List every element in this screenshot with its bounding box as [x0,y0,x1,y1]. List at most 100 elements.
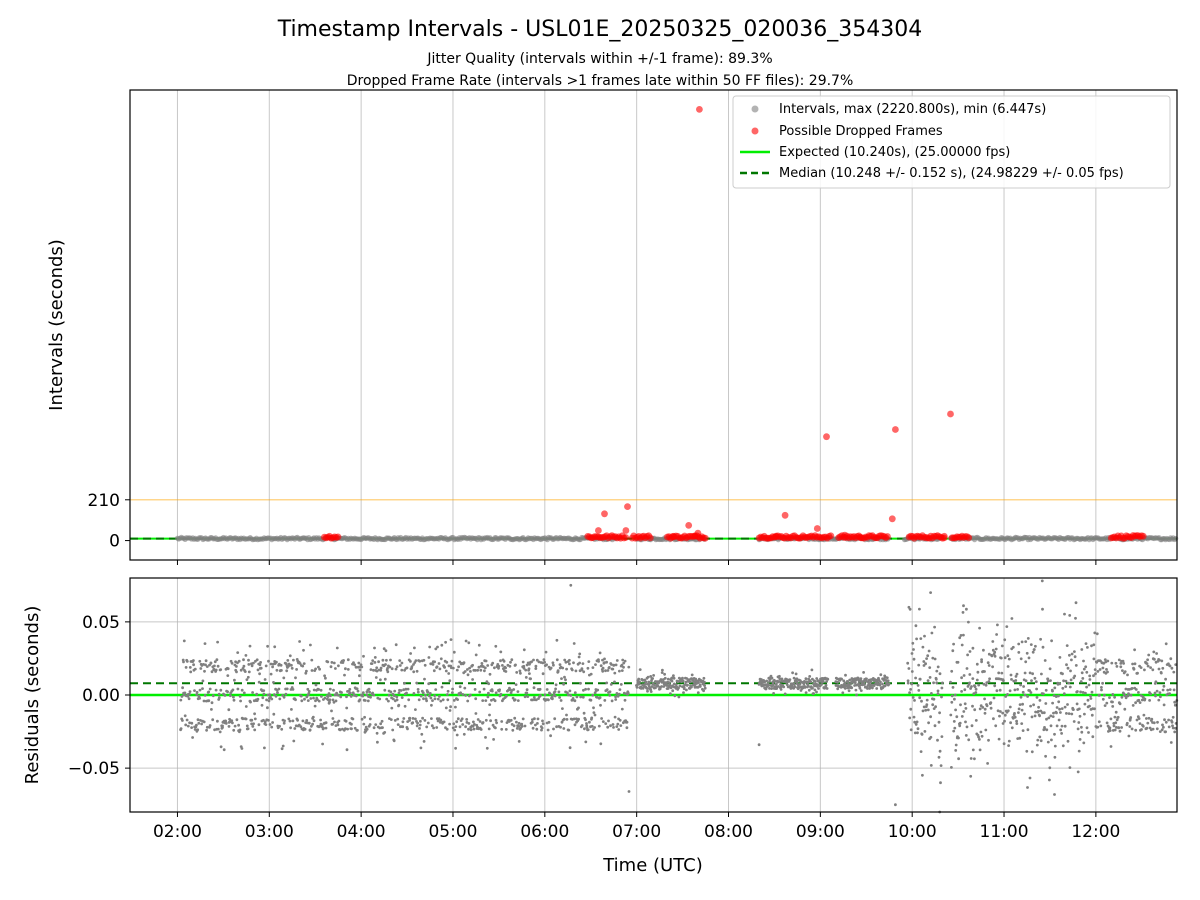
residual-point [808,675,812,678]
residual-point [487,682,491,686]
residual-point [311,722,314,726]
dropped-frame-point [685,522,693,529]
residual-point [559,725,562,729]
residual-point [842,679,846,683]
residual-point [983,711,987,715]
residual-point [622,691,626,695]
residual-point [613,680,616,684]
residual-point [1158,691,1162,694]
residual-point [1156,720,1159,724]
time-tick-label: 11:00 [980,822,1029,842]
residual-point [1049,714,1053,718]
residual-point [230,719,234,722]
residual-point [1125,721,1129,725]
residual-point [230,661,234,665]
residual-point [1039,637,1042,641]
residual-point [949,713,953,717]
residual-point [848,678,852,682]
residual-point [1151,668,1155,672]
residual-point [1058,707,1061,711]
residual-point [458,725,462,729]
residual-point [555,658,559,662]
residual-point [291,688,295,691]
residual-point [601,666,605,670]
residual-point [768,687,771,690]
residual-point [987,680,991,683]
residual-point [841,691,845,695]
residual-point [601,720,605,723]
residual-point [1046,677,1050,681]
residual-point [327,692,331,695]
residual-point [853,681,857,685]
residual-point [330,661,334,664]
residual-point [509,660,512,664]
dropped-frame-point [622,527,630,534]
residual-point [179,698,183,702]
residual-point [245,678,249,681]
residual-point [310,724,313,728]
dropped-frame-point [892,426,899,433]
residual-point [243,670,247,673]
residual-point [1073,674,1077,678]
residual-point [992,696,996,700]
residual-point [1079,680,1083,683]
residual-point [953,693,957,697]
residual-point [292,658,295,662]
residual-point [1044,702,1048,705]
residual-point [988,677,991,681]
residual-point [567,728,571,732]
residual-point [1045,728,1049,732]
residual-point [219,745,223,749]
residual-point [303,727,307,731]
dropped-frame-point [622,534,630,541]
residual-point [420,732,424,736]
residual-point [908,691,911,695]
residual-point [1109,717,1113,721]
residual-point [525,663,529,667]
residual-point [950,700,954,704]
residual-point [1035,696,1039,699]
residual-point [1126,673,1129,677]
residual-point [1077,707,1081,711]
residual-point [783,692,787,696]
residual-point [464,639,468,643]
residual-point [469,693,472,697]
residual-point [469,728,473,732]
residual-point [908,716,912,720]
residual-point [480,662,484,665]
residual-point [1128,725,1132,728]
residual-point [1053,744,1057,748]
residual-point [467,641,471,645]
residual-point [778,677,782,681]
residual-point [611,723,615,726]
dropped-frame-point [772,533,780,541]
residual-point [432,669,436,673]
residual-point [965,667,969,670]
residual-point [201,679,205,683]
residual-point [561,707,564,710]
residual-point [471,678,474,681]
residual-point [267,659,270,663]
residual-point [859,689,863,692]
residual-point [568,662,571,666]
residual-point [906,681,910,685]
residual-point [292,739,296,743]
residual-point [208,724,212,727]
residual-point [518,669,522,673]
residual-point [449,638,453,641]
residual-point [1006,709,1010,713]
residual-point [693,685,697,689]
residual-point [425,725,429,729]
residual-point [350,727,353,731]
residual-point [543,660,546,664]
residual-point [304,671,308,675]
residual-point [384,663,387,666]
residual-point [1129,693,1133,697]
residual-point [203,694,207,697]
residual-point [604,722,608,725]
residual-point [610,663,613,666]
residual-point [214,688,218,692]
residual-point [1111,705,1115,708]
residual-point [284,692,288,696]
